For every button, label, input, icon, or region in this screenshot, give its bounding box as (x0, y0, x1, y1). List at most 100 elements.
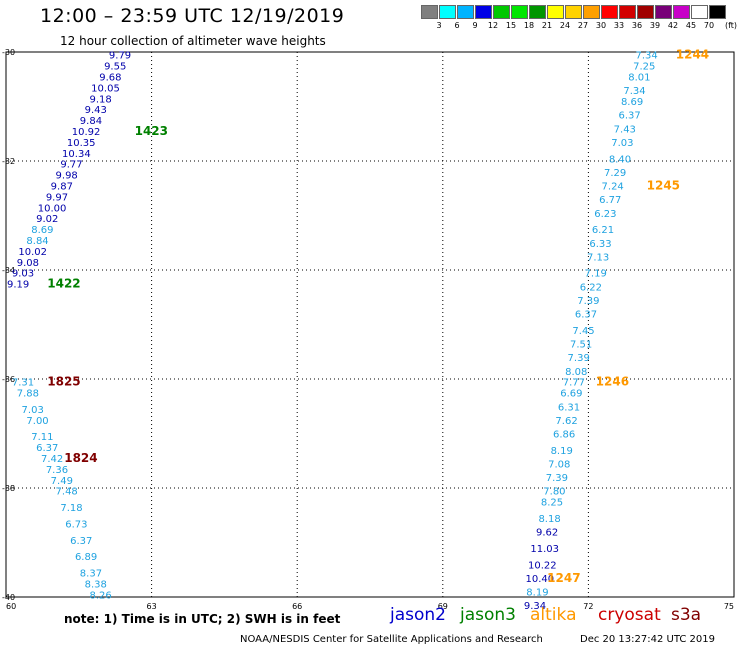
swh-value: 6.77 (599, 195, 621, 206)
pass-time-label: 1246 (596, 375, 629, 389)
colorbar-swatch (691, 5, 708, 19)
swh-value: 7.43 (614, 124, 636, 135)
generated-timestamp: Dec 20 13:27:42 UTC 2019 (580, 634, 715, 645)
swh-value: 7.48 (56, 487, 78, 498)
swh-value: 9.43 (85, 105, 107, 116)
swh-value: 9.84 (80, 116, 102, 127)
swh-value: 10.40 (526, 574, 555, 585)
swh-value: 9.87 (51, 182, 73, 193)
swh-value: 7.03 (22, 405, 44, 416)
footer-note: note: 1) Time is in UTC; 2) SWH is in fe… (64, 612, 341, 626)
swh-value: 9.02 (36, 214, 58, 225)
colorbar-label: 39 (649, 21, 661, 30)
swh-value: 10.34 (62, 149, 91, 160)
colorbar-swatch (529, 5, 546, 19)
swh-value: 10.35 (67, 138, 96, 149)
swh-value: 7.08 (548, 459, 570, 470)
swh-value: 6.23 (594, 209, 616, 220)
colorbar-swatch (457, 5, 474, 19)
swh-value: 7.39 (568, 353, 590, 364)
pass-time-label: 1423 (135, 124, 168, 138)
swh-value: 7.31 (12, 378, 34, 389)
colorbar-label: 36 (631, 21, 643, 30)
swh-value: 8.38 (85, 579, 107, 590)
swh-value: 6.21 (592, 225, 614, 236)
swh-value: 7.39 (577, 296, 599, 307)
swh-value: 6.37 (36, 443, 58, 454)
swh-colorbar-labels: (ft) 3 6 9 12 15 18 21 24 27 30 33 36 39 42 45 70 (421, 21, 737, 33)
swh-value: 7.39 (546, 473, 568, 484)
swh-value: 6.22 (580, 282, 602, 293)
longitude-tick-label: 75 (724, 602, 734, 611)
swh-value: 6.33 (589, 239, 611, 250)
colorbar-label: 45 (685, 21, 697, 30)
swh-value: 7.18 (60, 503, 82, 514)
swh-value: 8.25 (541, 498, 563, 509)
colorbar-unit: (ft) (725, 21, 738, 30)
colorbar-swatch (421, 5, 438, 19)
colorbar-label: 6 (454, 21, 460, 30)
colorbar-label: 18 (523, 21, 535, 30)
colorbar-label: 3 (436, 21, 442, 30)
swh-value: 9.19 (7, 280, 29, 291)
latitude-tick-label: -36 (2, 375, 15, 384)
map-ticks: 60 63 66 69 72 75 -30 -32 -34 -36 -38 -40 (2, 48, 734, 611)
colorbar-label: 70 (703, 21, 715, 30)
swh-value: 6.37 (619, 111, 641, 122)
map-grid (6, 52, 734, 597)
swh-value: 6.37 (575, 310, 597, 321)
pass-time-label: 1244 (676, 48, 709, 62)
swh-value: 8.37 (80, 568, 102, 579)
swh-value: 9.08 (17, 258, 39, 269)
colorbar-label: 21 (541, 21, 553, 30)
colorbar-swatch (709, 5, 726, 19)
swh-value: 9.77 (60, 160, 82, 171)
legend-jason3: jason3 (460, 605, 516, 625)
swh-value: 7.80 (543, 487, 565, 498)
latitude-tick-label: -40 (2, 593, 15, 602)
swh-value: 7.19 (585, 269, 607, 280)
legend-s3a: s3a (671, 605, 702, 625)
swh-value: 9.68 (99, 73, 121, 84)
colorbar-label: 9 (472, 21, 478, 30)
swh-colorbar (421, 5, 727, 19)
pass-time-label: 1825 (47, 375, 80, 389)
swh-value: 7.51 (570, 340, 592, 351)
swh-value: 9.55 (104, 62, 126, 73)
swh-value: 7.03 (611, 138, 633, 149)
latitude-tick-label: -34 (2, 266, 15, 275)
map-frame (5, 51, 735, 598)
colorbar-label: 30 (595, 21, 607, 30)
colorbar-label: 24 (559, 21, 571, 30)
colorbar-swatch (673, 5, 690, 19)
colorbar-label: 12 (487, 21, 499, 30)
swh-value: 7.34 (636, 51, 658, 62)
swh-value: 10.00 (38, 203, 67, 214)
swh-value: 8.40 (609, 154, 631, 165)
pass-time-label: 1245 (647, 179, 680, 193)
swh-value: 11.03 (530, 544, 559, 555)
swh-value: 7.45 (572, 326, 594, 337)
swh-value: 8.19 (551, 446, 573, 457)
colorbar-swatch (655, 5, 672, 19)
longitude-tick-label: 66 (292, 602, 302, 611)
colorbar-swatch (547, 5, 564, 19)
swh-value: 8.69 (621, 97, 643, 108)
colorbar-label: 33 (613, 21, 625, 30)
swh-value: 8.01 (628, 73, 650, 84)
swh-value: 8.84 (26, 236, 48, 247)
colorbar-swatch (619, 5, 636, 19)
swh-value: 10.92 (72, 127, 101, 138)
swh-value: 7.42 (41, 454, 63, 465)
colorbar-swatch (493, 5, 510, 19)
swh-value: 10.02 (18, 247, 47, 258)
longitude-tick-label: 72 (583, 602, 593, 611)
legend-jason2: jason2 (390, 605, 446, 625)
swh-value: 9.03 (12, 269, 34, 280)
swh-value: 7.24 (602, 182, 624, 193)
swh-value: 8.26 (90, 590, 112, 601)
swh-value: 9.79 (109, 51, 131, 62)
swh-value: 9.97 (46, 192, 68, 203)
swh-value: 10.22 (528, 560, 557, 571)
